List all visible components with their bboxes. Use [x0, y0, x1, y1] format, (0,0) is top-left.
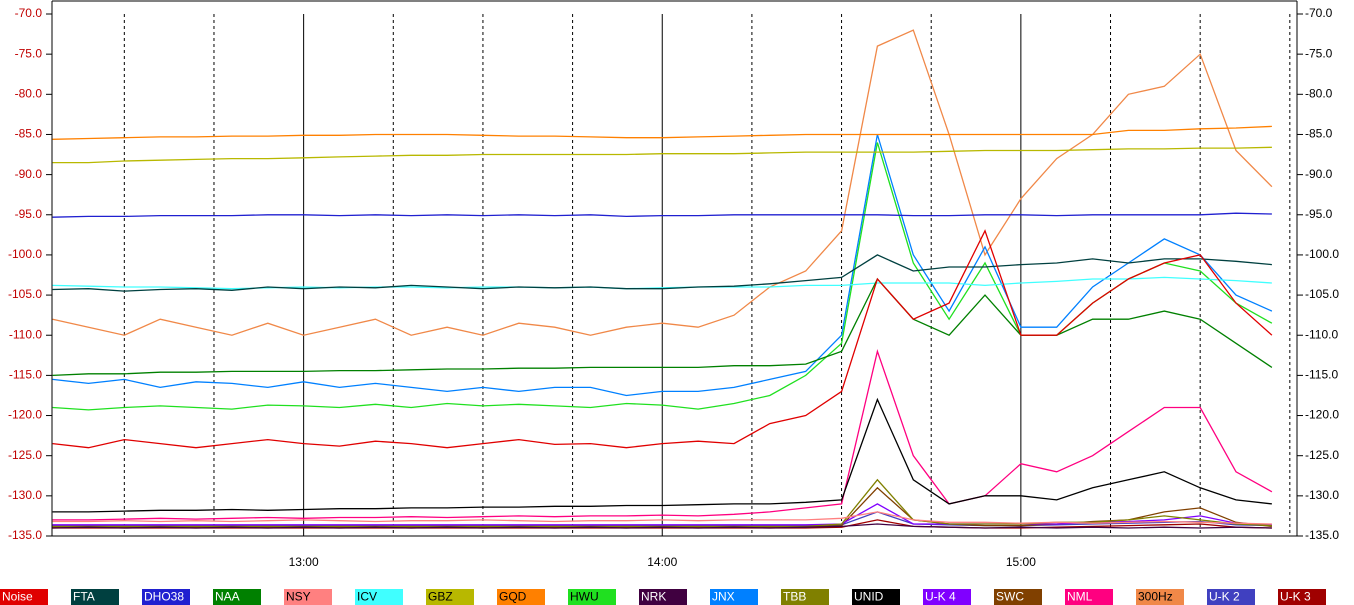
- series-line: [52, 229, 1273, 449]
- legend-swatch: [426, 589, 474, 605]
- y-tick-label-right: -95.0: [1305, 207, 1333, 221]
- legend-swatch: [213, 589, 261, 605]
- y-tick-label: -90.0: [15, 167, 43, 181]
- y-tick-label-right: -110.0: [1305, 327, 1338, 341]
- legend-label: FTA: [73, 590, 95, 604]
- y-tick-label-right: -80.0: [1305, 86, 1333, 100]
- y-tick-label: -105.0: [8, 287, 42, 301]
- y-tick-label-right: -135.0: [1305, 528, 1339, 542]
- y-tick-label: -120.0: [8, 408, 42, 422]
- legend-swatch: [1136, 589, 1184, 605]
- legend-swatch: [710, 589, 758, 605]
- y-tick-label-right: -75.0: [1305, 46, 1333, 60]
- series-line: [52, 397, 1272, 513]
- y-tick-label-right: -125.0: [1305, 448, 1339, 462]
- series-line: [52, 503, 1272, 526]
- series-line: [52, 125, 1272, 140]
- series-line: [52, 277, 1273, 377]
- legend-swatch: [71, 589, 119, 605]
- legend-label: U-K 3: [1280, 590, 1311, 604]
- legend-label: NRK: [641, 590, 666, 604]
- x-tick-label: 13:00: [289, 555, 319, 569]
- legend-label: 300Hz: [1138, 590, 1173, 604]
- legend-label: UNID: [854, 590, 884, 604]
- series-line: [52, 134, 1273, 397]
- series-line: [52, 254, 1272, 292]
- legend-label: GBZ: [428, 590, 453, 604]
- legend-label: U-K 2: [1209, 590, 1240, 604]
- legend-swatch: [1278, 589, 1326, 605]
- legend-label: DHO38: [144, 590, 184, 604]
- y-tick-label-right: -70.0: [1305, 6, 1333, 20]
- legend-label: Noise: [2, 590, 33, 604]
- y-tick-label: -135.0: [8, 528, 42, 542]
- y-tick-label-right: -85.0: [1305, 127, 1333, 141]
- y-tick-label-right: -90.0: [1305, 167, 1333, 181]
- legend-label: NML: [1067, 590, 1093, 604]
- y-tick-label-right: -115.0: [1305, 368, 1338, 382]
- y-tick-label: -130.0: [8, 488, 42, 502]
- legend-swatch: [142, 589, 190, 605]
- legend-swatch: [994, 589, 1042, 605]
- legend-swatch: [284, 589, 332, 605]
- y-tick-label-right: -130.0: [1305, 488, 1339, 502]
- legend-swatch: [639, 589, 687, 605]
- legend-swatch: [0, 589, 48, 605]
- legend-label: JNX: [712, 590, 735, 604]
- legend-swatch: [497, 589, 545, 605]
- y-tick-label-right: -100.0: [1305, 247, 1339, 261]
- series-line: [52, 348, 1273, 521]
- legend-label: GQD: [499, 590, 527, 604]
- legend-swatch: [568, 589, 616, 605]
- y-tick-label-right: -105.0: [1305, 287, 1339, 301]
- series-line: [52, 511, 1272, 525]
- legend-label: U-K 4: [925, 590, 956, 604]
- y-tick-label-right: -120.0: [1305, 408, 1339, 422]
- x-tick-label: 15:00: [1006, 555, 1036, 569]
- y-tick-label: -115.0: [9, 368, 42, 382]
- series-line: [52, 212, 1272, 218]
- legend-swatch: [1065, 589, 1113, 605]
- legend-label: TBB: [783, 590, 806, 604]
- legend-swatch: [923, 589, 971, 605]
- y-tick-label: -85.0: [15, 127, 43, 141]
- legend-label: HWU: [570, 590, 599, 604]
- x-tick-label: 14:00: [647, 555, 677, 569]
- legend-label: ICV: [357, 590, 377, 604]
- y-tick-label: -95.0: [15, 207, 43, 221]
- y-tick-label: -75.0: [15, 46, 43, 60]
- legend-label: NAA: [215, 590, 240, 604]
- legend-swatch: [852, 589, 900, 605]
- legend-label: SWC: [996, 590, 1024, 604]
- series-line: [52, 511, 1272, 527]
- legend-swatch: [1207, 589, 1255, 605]
- y-tick-label: -110.0: [9, 327, 42, 341]
- y-tick-label: -70.0: [15, 6, 43, 20]
- series-line: [52, 146, 1272, 164]
- y-tick-label: -100.0: [8, 247, 42, 261]
- y-tick-label: -80.0: [15, 86, 43, 100]
- y-tick-label: -125.0: [8, 448, 42, 462]
- legend-label: NSY: [286, 590, 311, 604]
- legend-swatch: [781, 589, 829, 605]
- series-line: [52, 523, 1272, 529]
- legend-swatch: [355, 589, 403, 605]
